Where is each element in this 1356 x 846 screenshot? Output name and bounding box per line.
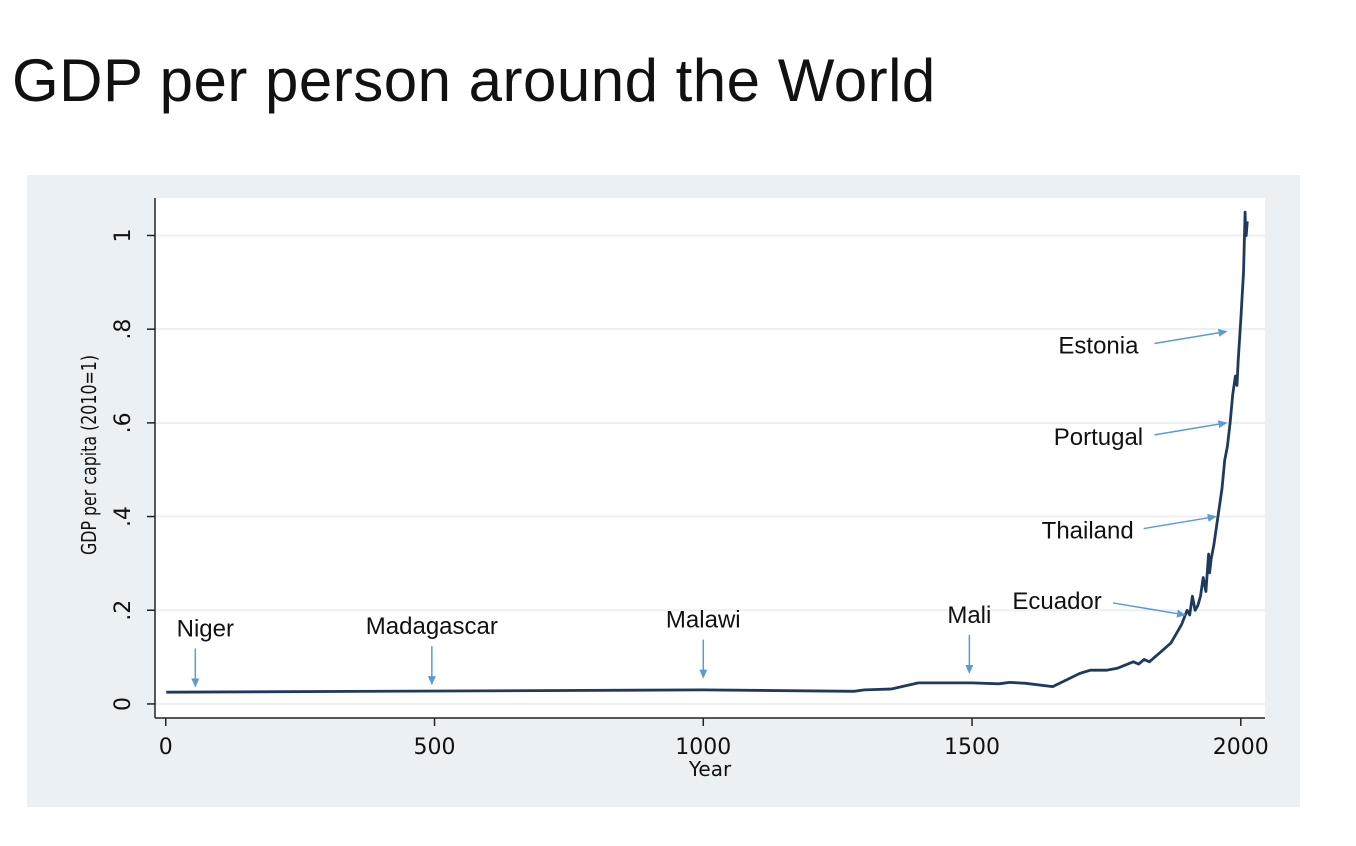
annotation-arrow [1154, 328, 1228, 345]
y-tick-label: .6 [111, 412, 136, 433]
x-axis-title: Year [688, 757, 732, 781]
x-tick-label: 1500 [944, 735, 1000, 760]
annotation-label: Mali [947, 602, 991, 629]
annotation-mali: Mali [947, 602, 991, 674]
annotation-label: Estonia [1058, 333, 1139, 360]
annotation-label: Ecuador [1012, 588, 1101, 615]
slide-title: GDP per person around the World [12, 47, 936, 114]
annotation-label: Malawi [666, 607, 741, 634]
y-tick-label: 0 [111, 697, 136, 711]
annotation-arrow [1154, 420, 1228, 436]
series-line [166, 210, 1249, 694]
y-tick-label: .4 [111, 506, 136, 527]
y-axis-ticks: 0 .2 .4 .6 .8 1 [111, 228, 155, 711]
annotation-estonia: Estonia [1058, 328, 1228, 360]
x-tick-label: 1000 [675, 735, 731, 760]
y-tick-label: .8 [111, 319, 136, 340]
x-tick-label: 500 [414, 735, 456, 760]
y-axis-title: GDP per capita (2010=1) [77, 355, 101, 555]
x-tick-label: 0 [159, 735, 173, 760]
y-tick-label: .2 [111, 600, 136, 621]
annotation-thailand: Thailand [1042, 513, 1217, 545]
axes [154, 198, 1265, 719]
annotation-madagascar: Madagascar [366, 613, 498, 686]
annotation-portugal: Portugal [1054, 420, 1228, 451]
gridlines [155, 234, 1265, 705]
annotation-arrow [1143, 513, 1217, 530]
x-tick-label: 2000 [1213, 735, 1269, 760]
annotation-niger: Niger [177, 615, 234, 688]
x-axis-ticks: 0 500 1000 1500 2000 [159, 718, 1269, 760]
annotations: Niger Madagascar Malawi Mali Ecuador Thailand… [177, 328, 1228, 688]
annotation-arrow [1112, 602, 1187, 618]
annotation-label: Portugal [1054, 424, 1143, 451]
annotation-label: Niger [177, 615, 234, 642]
annotation-ecuador: Ecuador [1012, 588, 1187, 618]
y-tick-label: 1 [111, 228, 136, 242]
annotation-malawi: Malawi [666, 607, 741, 679]
annotation-label: Madagascar [366, 613, 498, 640]
plot-area [155, 198, 1265, 718]
annotation-label: Thailand [1042, 518, 1134, 545]
